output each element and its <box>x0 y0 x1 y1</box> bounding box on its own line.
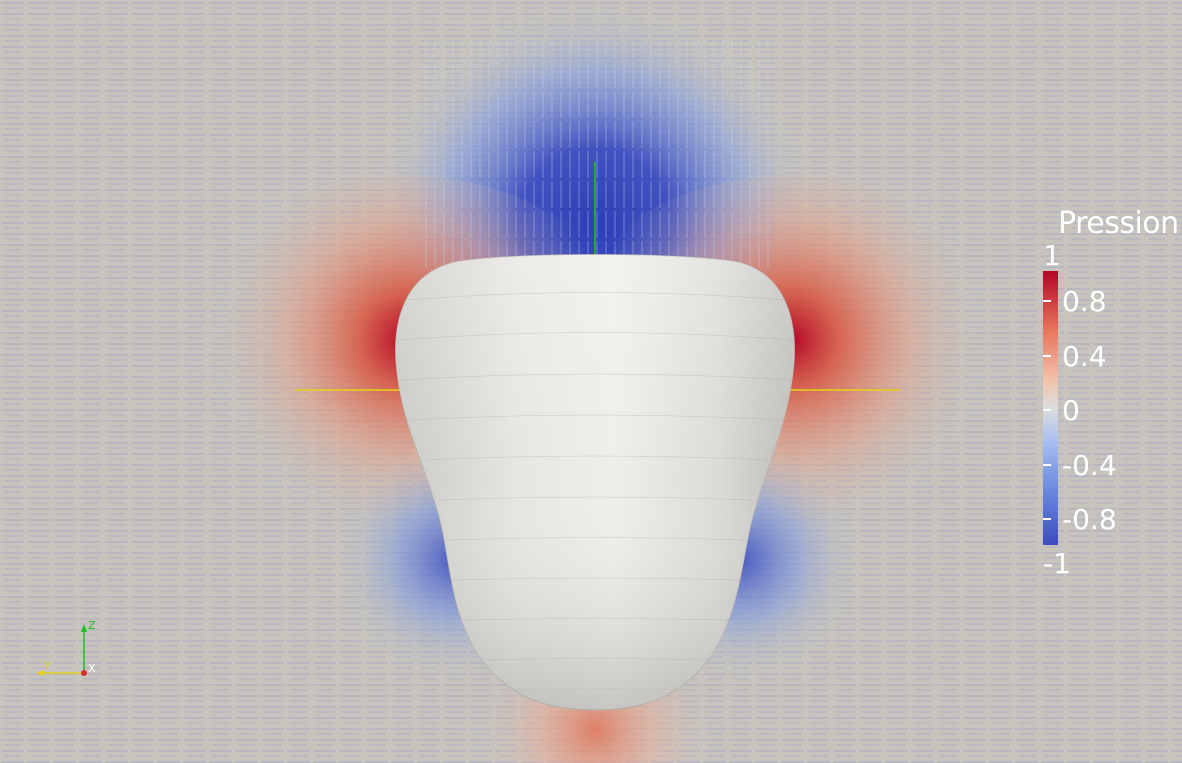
legend-tick-mark <box>1043 355 1051 357</box>
color-scale-bar <box>1043 271 1058 545</box>
legend-tick-label: 0.4 <box>1062 340 1107 373</box>
legend-tick-mark <box>1043 300 1051 302</box>
y-axis-label: Y <box>44 660 51 673</box>
x-axis-label: X <box>88 662 96 675</box>
legend-tick-mark <box>1043 409 1051 411</box>
legend-title: Pression <box>1058 206 1179 241</box>
y-axis-arrow-icon <box>36 670 44 676</box>
legend-tick-label: -0.8 <box>1062 503 1117 536</box>
legend-tick-mark <box>1043 464 1051 466</box>
x-axis-dot-icon <box>81 670 87 676</box>
legend-tick-label: 0 <box>1062 394 1080 427</box>
orientation-axes-widget[interactable] <box>28 612 108 684</box>
legend-tick-mark <box>1043 518 1051 520</box>
z-axis-arrow-icon <box>81 624 87 632</box>
legend-tick-label: 0.8 <box>1062 285 1107 318</box>
z-axis-label: Z <box>88 619 96 632</box>
legend-tick-label: -0.4 <box>1062 449 1117 482</box>
legend-max-label: 1 <box>1043 239 1061 272</box>
legend-min-label: -1 <box>1043 547 1071 580</box>
